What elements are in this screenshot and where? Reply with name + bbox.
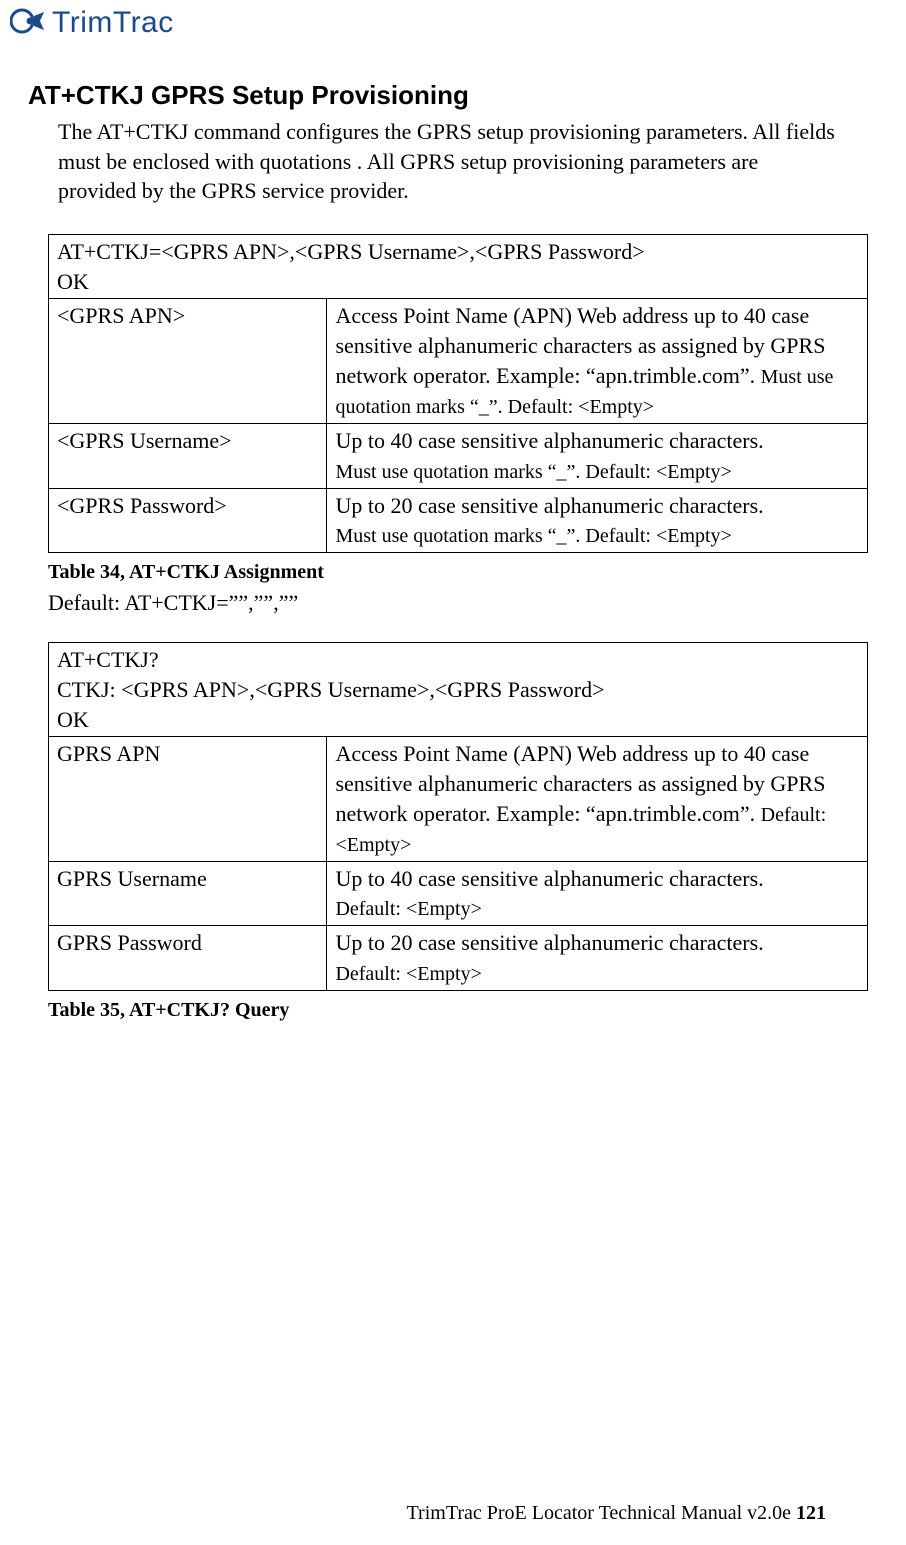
param-cell: <GPRS Username> [49,423,327,488]
desc-main: Up to 20 case sensitive alphanumeric cha… [335,930,763,955]
query-line: AT+CTKJ? [57,647,159,672]
desc-small: Default: <Empty> [335,898,481,920]
table-row: GPRS APN Access Point Name (APN) Web add… [49,737,868,861]
param-cell: <GPRS Password> [49,488,327,553]
table-row: AT+CTKJ? CTKJ: <GPRS APN>,<GPRS Username… [49,643,868,737]
query-table: AT+CTKJ? CTKJ: <GPRS APN>,<GPRS Username… [48,642,868,991]
desc-small: Must use quotation marks “_”. Default: <… [335,525,731,547]
table-header-cell: AT+CTKJ=<GPRS APN>,<GPRS Username>,<GPRS… [49,235,868,299]
table-caption: Table 35, AT+CTKJ? Query [48,999,866,1022]
desc-small: Default: <Empty> [335,963,481,985]
page-footer: TrimTrac ProE Locator Technical Manual v… [10,1502,866,1525]
logo-text: TrimTrac [52,6,174,40]
desc-main: Access Point Name (APN) Web address up t… [335,303,825,387]
syntax-line: AT+CTKJ=<GPRS APN>,<GPRS Username>,<GPRS… [57,239,645,264]
desc-main: Up to 40 case sensitive alphanumeric cha… [335,866,763,891]
param-cell: <GPRS APN> [49,299,327,423]
logo-mark-icon [10,8,46,39]
table-caption: Table 34, AT+CTKJ Assignment [48,561,866,584]
footer-text: TrimTrac ProE Locator Technical Manual v… [407,1502,796,1524]
desc-main: Up to 20 case sensitive alphanumeric cha… [335,493,763,518]
desc-cell: Up to 40 case sensitive alphanumeric cha… [327,861,868,926]
desc-main: Up to 40 case sensitive alphanumeric cha… [335,428,763,453]
intro-paragraph: The AT+CTKJ command configures the GPRS … [58,117,838,206]
response-line: CTKJ: <GPRS APN>,<GPRS Username>,<GPRS P… [57,677,605,702]
desc-cell: Access Point Name (APN) Web address up t… [327,737,868,861]
logo: TrimTrac [10,6,866,40]
page-title: AT+CTKJ GPRS Setup Provisioning [28,80,866,111]
table-row: <GPRS Username> Up to 40 case sensitive … [49,423,868,488]
ok-line: OK [57,707,89,732]
param-cell: GPRS Password [49,926,327,991]
desc-main: Access Point Name (APN) Web address up t… [335,741,825,825]
param-cell: GPRS Username [49,861,327,926]
default-line: Default: AT+CTKJ=””,””,”” [48,590,866,616]
table-row: <GPRS Password> Up to 20 case sensitive … [49,488,868,553]
ok-line: OK [57,269,89,294]
document-page: TrimTrac AT+CTKJ GPRS Setup Provisioning… [0,0,906,1545]
assignment-table: AT+CTKJ=<GPRS APN>,<GPRS Username>,<GPRS… [48,234,868,553]
desc-cell: Access Point Name (APN) Web address up t… [327,299,868,423]
table-row: <GPRS APN> Access Point Name (APN) Web a… [49,299,868,423]
param-cell: GPRS APN [49,737,327,861]
desc-small: Must use quotation marks “_”. Default: <… [335,461,731,483]
desc-cell: Up to 20 case sensitive alphanumeric cha… [327,926,868,991]
table-row: GPRS Password Up to 20 case sensitive al… [49,926,868,991]
desc-cell: Up to 40 case sensitive alphanumeric cha… [327,423,868,488]
table-row: AT+CTKJ=<GPRS APN>,<GPRS Username>,<GPRS… [49,235,868,299]
table-row: GPRS Username Up to 40 case sensitive al… [49,861,868,926]
table-header-cell: AT+CTKJ? CTKJ: <GPRS APN>,<GPRS Username… [49,643,868,737]
page-number: 121 [796,1502,826,1524]
desc-cell: Up to 20 case sensitive alphanumeric cha… [327,488,868,553]
